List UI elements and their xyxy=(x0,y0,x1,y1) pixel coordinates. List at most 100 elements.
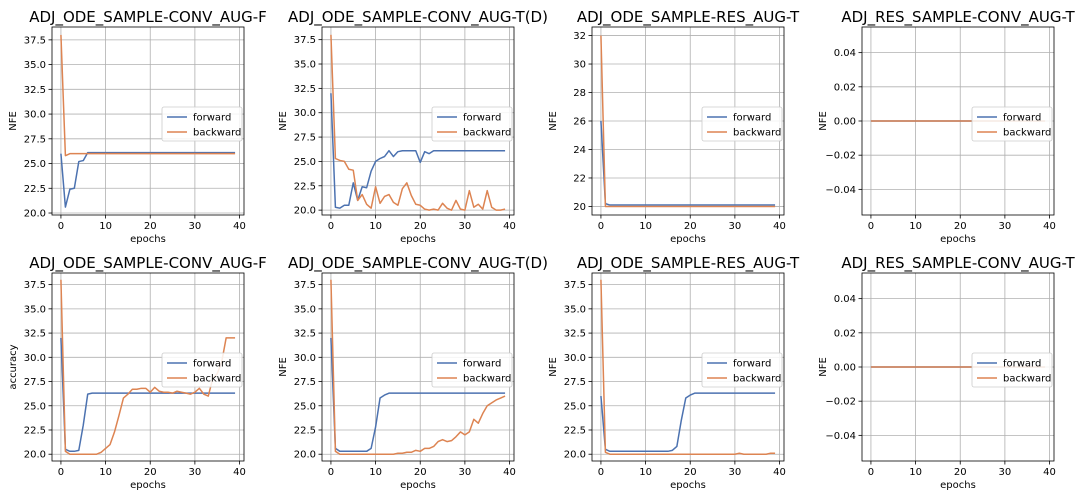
chart-panel-3: 0 10 20 30 40 20 22 24 26 28 30 32 ADJ_ODE_SAMPLE-RE… xyxy=(548,8,800,245)
y-tick-label: 20.0 xyxy=(24,450,46,461)
y-tick-label: 30 xyxy=(573,60,586,71)
y-tick-label: 25.0 xyxy=(564,401,586,412)
x-axis-label: epochs xyxy=(400,234,436,245)
x-tick-label: 10 xyxy=(369,467,382,478)
x-tick-label: 0 xyxy=(598,221,604,232)
y-tick-label: 32.5 xyxy=(294,84,316,95)
chart-title: ADJ_ODE_SAMPLE-RES_AUG-T xyxy=(577,254,800,273)
chart-panel-5: 0 10 20 30 40 20.0 22.5 25.0 27.5 30.0 32.5 35.0 37.… xyxy=(8,254,267,491)
x-tick-label: 0 xyxy=(328,467,334,478)
chart-title: ADJ_RES_SAMPLE-CONV_AUG-T xyxy=(841,8,1075,27)
x-tick-label: 10 xyxy=(639,467,652,478)
x-tick-label: 20 xyxy=(684,221,697,232)
y-tick-label: 35.0 xyxy=(564,304,586,315)
y-tick-label: 27.5 xyxy=(24,134,46,145)
y-tick-label: −0.02 xyxy=(825,397,856,408)
y-tick-label: 20 xyxy=(573,202,586,213)
x-tick-label: 30 xyxy=(999,467,1012,478)
x-tick-label: 20 xyxy=(144,221,157,232)
x-tick-label: 20 xyxy=(414,467,427,478)
y-tick-label: 25.0 xyxy=(24,401,46,412)
x-tick-label: 40 xyxy=(773,467,786,478)
x-tick-label: 10 xyxy=(639,221,652,232)
y-tick-label: 20.0 xyxy=(24,209,46,220)
y-tick-label: 20.0 xyxy=(294,206,316,217)
y-axis-label: NFE xyxy=(278,111,289,131)
legend: forward backward xyxy=(431,106,513,142)
series-line-forward xyxy=(330,93,506,209)
legend-label-forward: forward xyxy=(733,113,771,124)
y-tick-label: 20.0 xyxy=(294,450,316,461)
x-tick-label: 30 xyxy=(459,467,472,478)
plot-frame xyxy=(51,26,245,216)
y-axis-label: accuracy xyxy=(8,344,19,389)
chart-panel-7: 0 10 20 30 40 20.0 22.5 25.0 27.5 30.0 32.5 35.0 37.… xyxy=(548,254,800,491)
x-tick-label: 40 xyxy=(233,221,246,232)
x-tick-label: 40 xyxy=(1043,221,1056,232)
y-tick-label: 0.02 xyxy=(834,328,856,339)
x-tick-label: 10 xyxy=(909,467,922,478)
x-tick-label: 0 xyxy=(868,467,874,478)
y-tick-label: 30.0 xyxy=(24,353,46,364)
series-line-backward xyxy=(60,34,236,157)
legend: forward backward xyxy=(701,106,783,142)
y-axis-label: NFE xyxy=(548,111,559,131)
y-tick-label: 0.04 xyxy=(834,294,856,305)
chart-panel-4: 0 10 20 30 40 −0.04 −0.02 0.00 0.02 0.04 ADJ_RES_S… xyxy=(818,8,1075,245)
legend-label-forward: forward xyxy=(463,359,501,370)
series-line-forward xyxy=(330,337,506,453)
chart-panel-6: 0 10 20 30 40 20.0 22.5 25.0 27.5 30.0 32.5 35.0 37.… xyxy=(278,254,548,491)
y-tick-label: 27.5 xyxy=(24,377,46,388)
series-line-backward xyxy=(330,279,506,455)
y-tick-label: 22.5 xyxy=(294,425,316,436)
y-tick-label: 32 xyxy=(573,31,586,42)
y-axis-label: NFE xyxy=(278,357,289,377)
x-tick-label: 0 xyxy=(328,221,334,232)
y-tick-label: −0.02 xyxy=(825,151,856,162)
chart-title: ADJ_ODE_SAMPLE-CONV_AUG-F xyxy=(29,8,267,27)
x-tick-label: 0 xyxy=(58,221,64,232)
y-axis-label: NFE xyxy=(818,357,829,377)
y-tick-label: 27.5 xyxy=(564,377,586,388)
x-tick-label: 10 xyxy=(369,221,382,232)
legend-label-forward: forward xyxy=(463,113,501,124)
legend-label-backward: backward xyxy=(1003,374,1051,385)
x-tick-label: 30 xyxy=(459,221,472,232)
y-tick-label: 30.0 xyxy=(294,108,316,119)
y-tick-label: 0.00 xyxy=(834,363,856,374)
y-tick-label: 32.5 xyxy=(294,329,316,340)
series-line-forward xyxy=(60,151,236,208)
chart-title: ADJ_ODE_SAMPLE-RES_AUG-T xyxy=(577,8,800,27)
y-tick-label: 30.0 xyxy=(24,110,46,121)
x-tick-label: 10 xyxy=(909,221,922,232)
legend: forward backward xyxy=(161,106,243,142)
legend: forward backward xyxy=(971,352,1053,388)
legend: forward backward xyxy=(701,352,783,388)
y-tick-label: 24 xyxy=(573,145,586,156)
x-tick-label: 40 xyxy=(773,221,786,232)
legend-label-backward: backward xyxy=(733,128,781,139)
x-tick-label: 0 xyxy=(598,467,604,478)
y-tick-label: 22.5 xyxy=(294,181,316,192)
x-tick-label: 10 xyxy=(99,221,112,232)
legend-label-forward: forward xyxy=(193,359,231,370)
y-tick-label: 37.5 xyxy=(294,35,316,46)
x-tick-label: 20 xyxy=(954,467,967,478)
plot-frame xyxy=(861,272,1055,462)
x-tick-label: 30 xyxy=(189,221,202,232)
legend: forward backward xyxy=(431,352,513,388)
legend-label-backward: backward xyxy=(463,374,511,385)
y-tick-label: −0.04 xyxy=(825,185,856,196)
x-tick-label: 40 xyxy=(503,467,516,478)
y-tick-label: 37.5 xyxy=(564,280,586,291)
series-line-backward xyxy=(600,279,776,455)
y-tick-label: 20.0 xyxy=(564,450,586,461)
x-tick-label: 40 xyxy=(503,221,516,232)
chart-panel-1: 0 10 20 30 40 20.0 22.5 25.0 27.5 30.0 32.5 35.0 37.… xyxy=(8,8,267,245)
plot-frame xyxy=(591,272,785,462)
chart-title: ADJ_ODE_SAMPLE-CONV_AUG-T(D) xyxy=(288,254,548,273)
x-tick-label: 0 xyxy=(868,221,874,232)
legend-label-forward: forward xyxy=(193,113,231,124)
legend-label-forward: forward xyxy=(1003,113,1041,124)
y-tick-label: 25.0 xyxy=(294,157,316,168)
